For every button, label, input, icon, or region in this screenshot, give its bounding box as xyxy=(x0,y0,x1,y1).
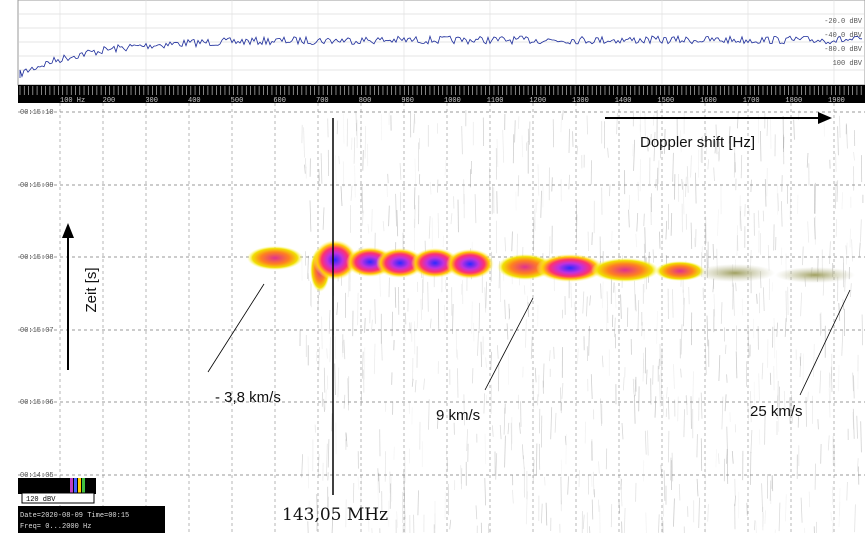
noise-streak xyxy=(644,214,645,227)
level-label: -20.0 dBV xyxy=(824,18,863,26)
echo-blob xyxy=(446,249,494,279)
time-label: 00:15:10 xyxy=(20,109,54,117)
noise-streak xyxy=(750,452,751,485)
speed-label: 25 km/s xyxy=(750,403,803,420)
noise-streak xyxy=(486,395,487,405)
noise-streak xyxy=(660,232,661,249)
noise-streak xyxy=(806,397,807,427)
noise-streak xyxy=(818,419,819,429)
noise-streak xyxy=(659,359,660,369)
noise-streak xyxy=(352,138,353,150)
noise-streak xyxy=(308,457,309,489)
time-label: 00:15:09 xyxy=(20,182,54,190)
noise-streak xyxy=(554,347,555,359)
noise-streak xyxy=(335,336,336,359)
noise-streak xyxy=(790,196,791,219)
noise-streak xyxy=(689,287,690,304)
swatch xyxy=(74,478,77,494)
echo-blob xyxy=(591,258,659,282)
noise-streak xyxy=(458,368,459,398)
legend-level: 120 dBV xyxy=(26,496,56,504)
swatch xyxy=(78,478,81,494)
noise-streak xyxy=(706,217,707,244)
noise-streak xyxy=(809,492,810,508)
noise-streak xyxy=(552,177,553,191)
spectrogram-screenshot: -20.0 dBV-40.0 dBV-80.0 dBV100 dBV 100 H… xyxy=(0,0,865,533)
noise-streak xyxy=(456,330,457,358)
noise-streak xyxy=(599,500,600,512)
noise-streak xyxy=(536,444,537,475)
noise-streak xyxy=(330,337,331,362)
info-date: Date=2020-08-09 Time=00:15 xyxy=(20,512,129,520)
noise-streak xyxy=(834,444,835,467)
noise-streak xyxy=(657,168,658,191)
echo-blob xyxy=(695,264,775,282)
swatch xyxy=(82,478,85,494)
noise-streak xyxy=(747,503,748,516)
noise-streak xyxy=(576,214,577,242)
noise-streak xyxy=(653,249,654,262)
noise-streak xyxy=(771,119,772,149)
noise-streak xyxy=(853,412,854,430)
time-label: 00:15:07 xyxy=(20,327,54,335)
x-axis-label: Doppler shift [Hz] xyxy=(640,134,755,151)
echo-blob xyxy=(775,267,855,283)
noise-streak xyxy=(438,213,439,238)
noise-streak xyxy=(550,236,551,258)
y-axis-label: Zeit [s] xyxy=(83,267,100,312)
noise-streak xyxy=(337,121,338,135)
time-label: 00:15:08 xyxy=(20,254,54,262)
noise-streak xyxy=(365,126,366,158)
level-label: -40.0 dBV xyxy=(824,32,863,40)
noise-streak xyxy=(410,323,411,334)
noise-streak xyxy=(343,162,344,188)
noise-streak xyxy=(363,150,364,171)
noise-streak xyxy=(358,293,359,326)
noise-streak xyxy=(770,373,771,385)
speed-label: - 3,8 km/s xyxy=(215,389,281,406)
noise-streak xyxy=(830,374,831,402)
noise-streak xyxy=(850,229,851,248)
noise-streak xyxy=(332,413,333,431)
noise-streak xyxy=(372,209,373,232)
noise-streak xyxy=(741,155,742,178)
noise-streak xyxy=(763,211,764,222)
speed-label: 9 km/s xyxy=(436,407,480,424)
spectrum-panel xyxy=(18,0,865,85)
noise-streak xyxy=(678,397,679,422)
noise-streak xyxy=(663,521,664,533)
noise-streak xyxy=(839,365,840,391)
noise-streak xyxy=(388,174,389,183)
time-label: 00:15:06 xyxy=(20,399,54,407)
noise-streak xyxy=(656,179,657,188)
noise-streak xyxy=(392,312,393,336)
noise-streak xyxy=(518,116,519,128)
noise-streak xyxy=(697,434,698,457)
noise-streak xyxy=(727,374,728,383)
noise-streak xyxy=(324,368,325,393)
noise-streak xyxy=(566,434,567,464)
noise-streak xyxy=(579,470,580,487)
noise-streak xyxy=(569,129,570,153)
noise-streak xyxy=(751,180,752,192)
noise-streak xyxy=(610,184,611,196)
info-freq: Freq= 0...2000 Hz xyxy=(20,523,91,531)
level-label: -80.0 dBV xyxy=(824,46,863,54)
noise-streak xyxy=(862,315,863,346)
noise-streak xyxy=(713,244,714,260)
noise-streak xyxy=(786,291,787,322)
waterfall xyxy=(18,103,865,533)
carrier-label: 143,05 MHz xyxy=(282,505,388,525)
noise-streak xyxy=(498,362,499,391)
noise-streak xyxy=(479,303,480,333)
noise-streak xyxy=(767,168,768,196)
level-label: 100 dBV xyxy=(833,60,863,68)
swatch xyxy=(70,478,73,494)
noise-streak xyxy=(668,431,669,463)
echo-blob xyxy=(247,246,303,270)
